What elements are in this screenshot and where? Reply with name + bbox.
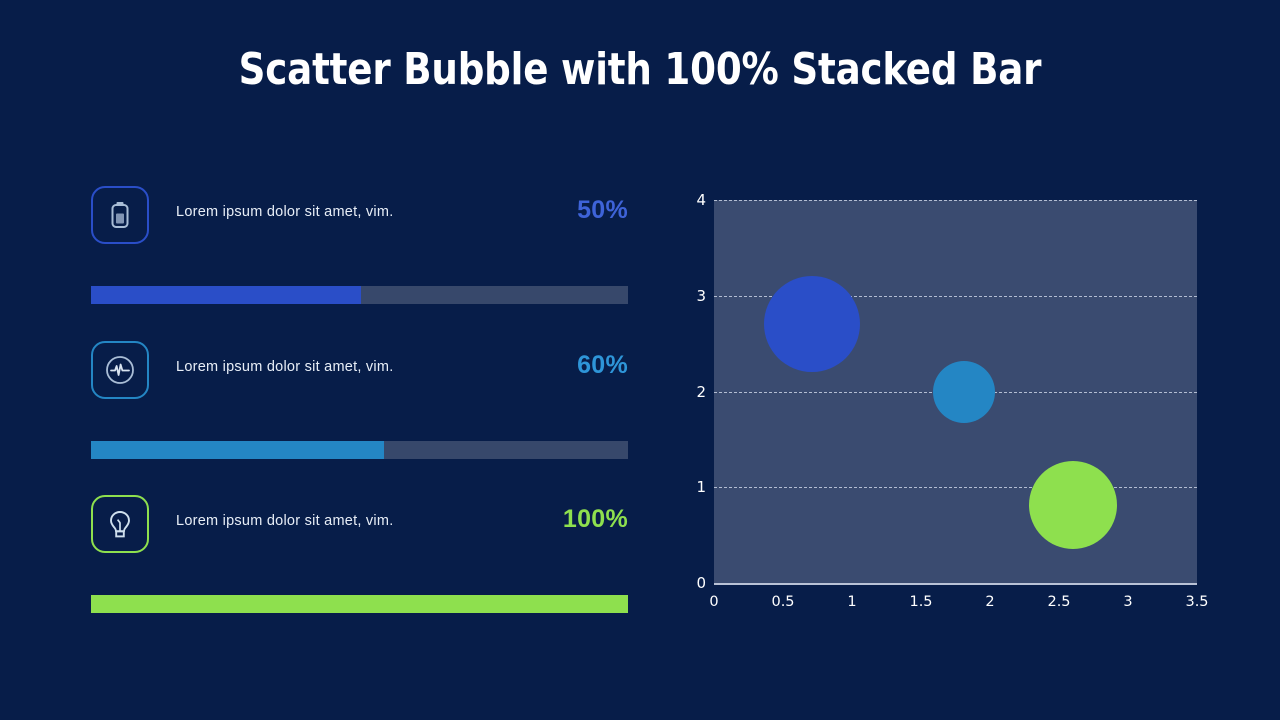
progress-row: Lorem ipsum dolor sit amet, vim. 50% <box>91 186 628 304</box>
chart-gridline <box>714 200 1197 201</box>
bubble-chart: 0 1 2 3 4 0 0.5 1 1.5 2 2.5 3 3.5 <box>660 180 1220 620</box>
progress-bar-track <box>91 286 628 304</box>
progress-bar-fill <box>91 286 362 304</box>
progress-row-percent: 100% <box>562 505 628 533</box>
lightbulb-icon <box>106 508 134 540</box>
y-axis-tick-label: 3 <box>696 286 706 305</box>
progress-row-header: Lorem ipsum dolor sit amet, vim. 50% <box>91 186 628 252</box>
x-axis-line <box>714 583 1197 585</box>
progress-list: Lorem ipsum dolor sit amet, vim. 50% Lor… <box>91 186 628 626</box>
pulse-circle-icon-frame[interactable] <box>91 341 149 399</box>
lightbulb-icon-frame[interactable] <box>91 495 149 553</box>
chart-plot-area <box>714 200 1197 583</box>
progress-row-label: Lorem ipsum dolor sit amet, vim. <box>176 359 394 375</box>
chart-gridline <box>714 295 1197 297</box>
progress-row: Lorem ipsum dolor sit amet, vim. 60% <box>91 341 628 459</box>
progress-row-header: Lorem ipsum dolor sit amet, vim. 100% <box>91 495 628 561</box>
y-axis-tick-label: 4 <box>696 191 706 209</box>
progress-row-label: Lorem ipsum dolor sit amet, vim. <box>176 204 394 220</box>
chart-gridline <box>714 487 1197 489</box>
battery-icon <box>107 200 133 230</box>
progress-bar-track <box>91 441 628 459</box>
progress-bar-track <box>91 595 628 613</box>
chart-bubble[interactable] <box>763 275 860 372</box>
progress-bar-fill <box>91 441 385 459</box>
x-axis-tick-label: 1 <box>847 594 857 610</box>
y-axis-tick-label: 2 <box>696 382 706 401</box>
pulse-circle-icon <box>104 354 136 386</box>
chart-bubble[interactable] <box>1028 461 1117 550</box>
x-axis-tick-label: 3 <box>1123 594 1133 610</box>
x-axis-tick-label: 1.5 <box>909 594 933 610</box>
x-axis-tick-label: 0.5 <box>771 594 795 610</box>
x-axis-tick-label: 2.5 <box>1047 594 1071 610</box>
page-title: Scatter Bubble with 100% Stacked Bar <box>238 44 1042 95</box>
y-axis-tick-label: 1 <box>696 478 706 497</box>
battery-icon-frame[interactable] <box>91 186 149 244</box>
y-axis-tick-label: 0 <box>696 574 706 592</box>
chart-bubble[interactable] <box>932 360 995 423</box>
progress-bar-fill <box>91 595 628 613</box>
x-axis-tick-label: 2 <box>985 594 995 610</box>
progress-row-percent: 50% <box>577 196 628 224</box>
x-axis-tick-label: 0 <box>709 594 719 610</box>
x-axis-tick-label: 3.5 <box>1185 594 1209 610</box>
progress-row: Lorem ipsum dolor sit amet, vim. 100% <box>91 495 628 613</box>
progress-row-header: Lorem ipsum dolor sit amet, vim. 60% <box>91 341 628 407</box>
progress-row-label: Lorem ipsum dolor sit amet, vim. <box>176 513 394 529</box>
progress-row-percent: 60% <box>577 351 628 379</box>
